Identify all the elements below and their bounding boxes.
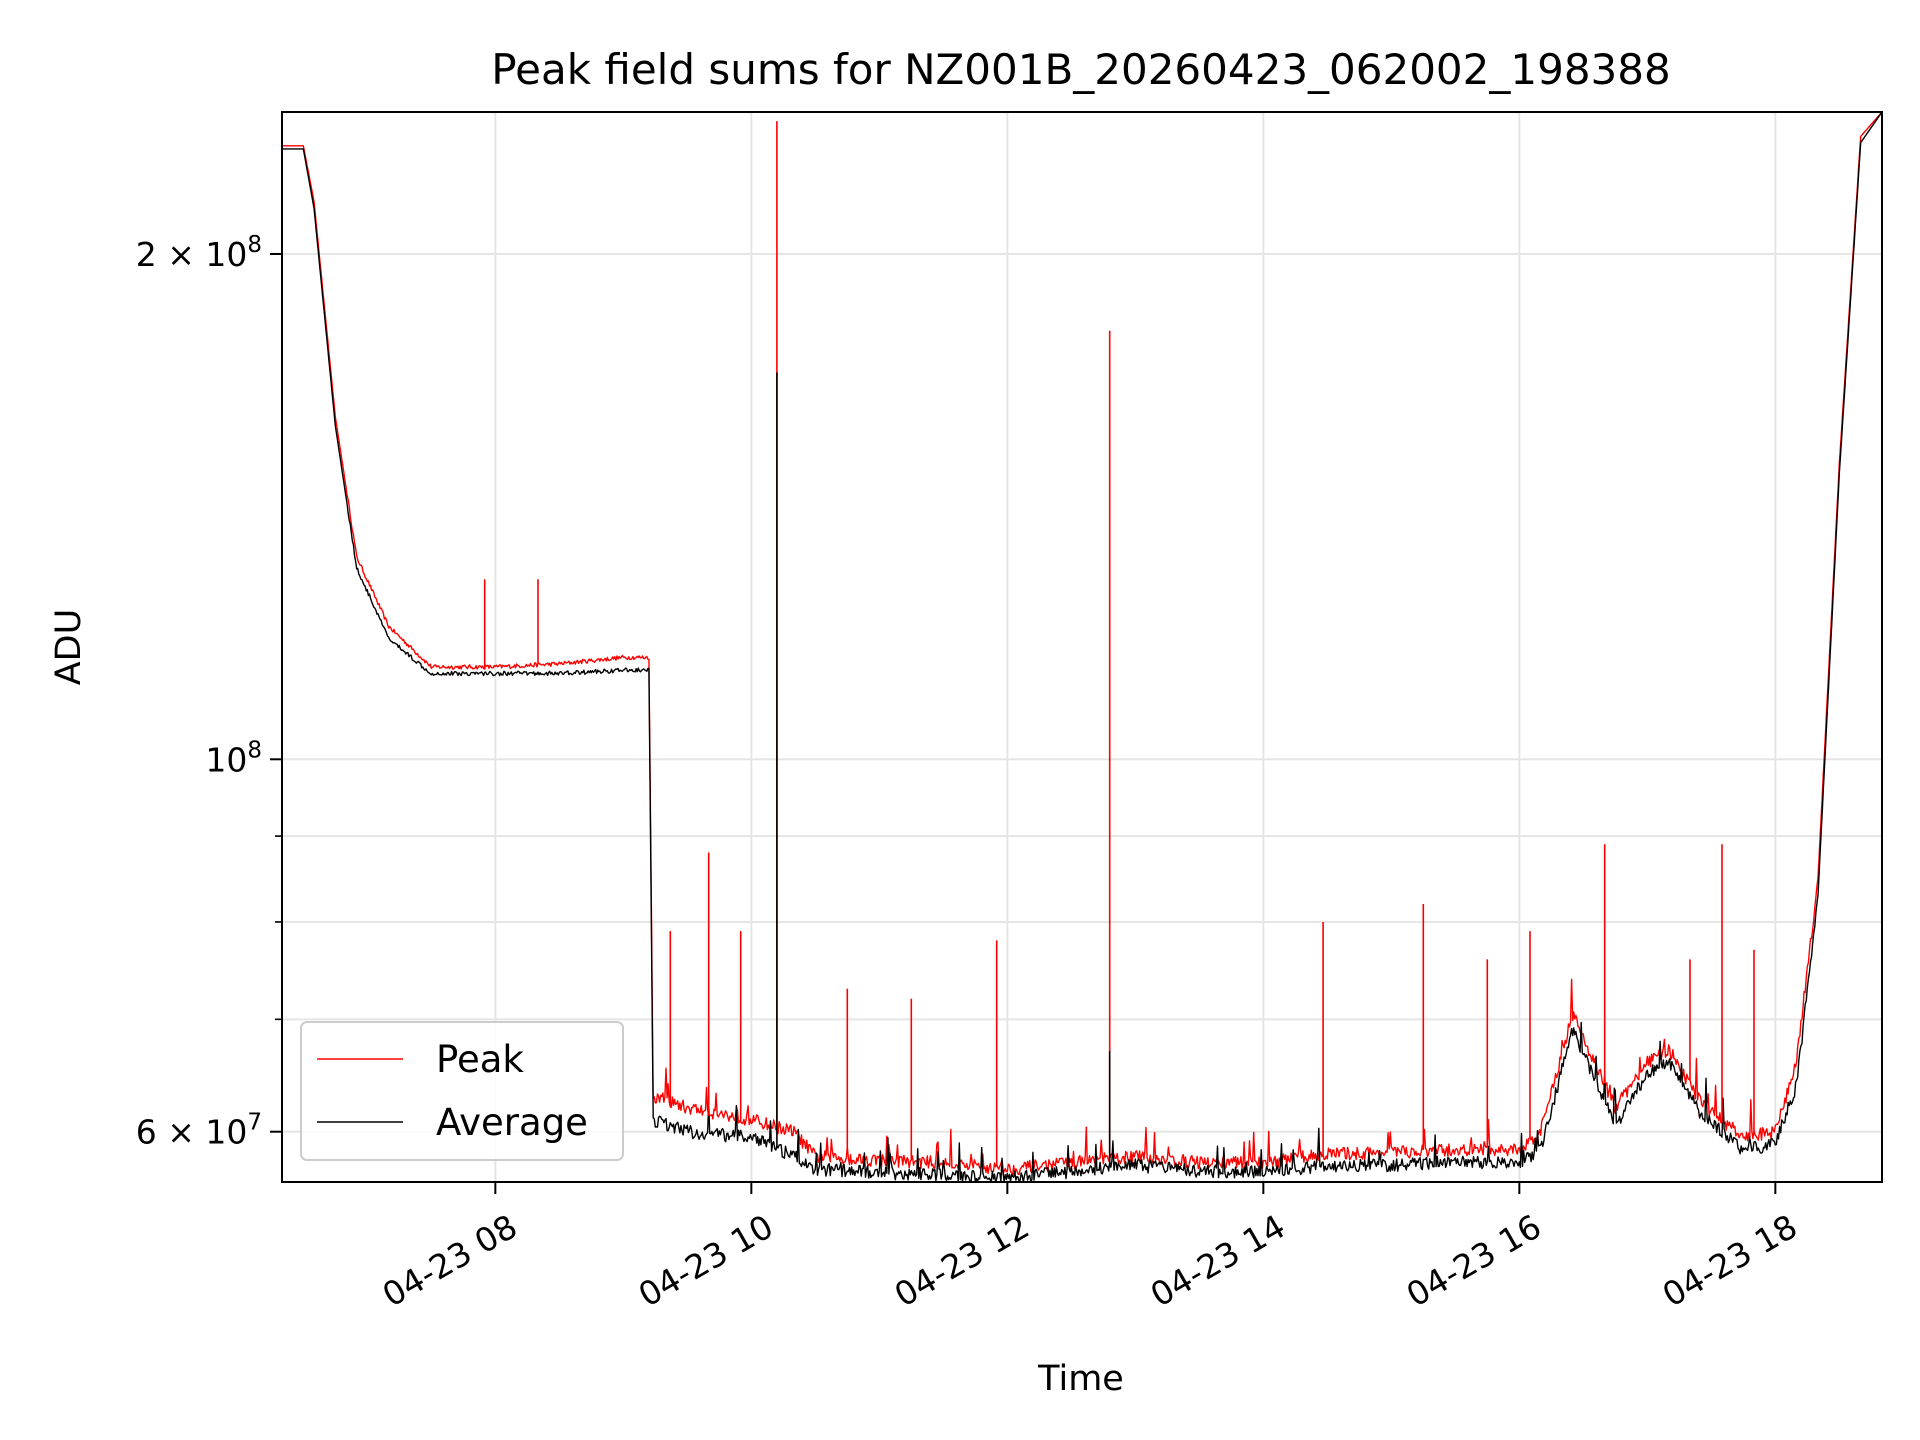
legend-label-peak: Peak	[436, 1038, 524, 1081]
grid	[282, 112, 1882, 1182]
y-axis-label: ADU	[49, 609, 89, 686]
legend: Peak Average	[300, 1021, 624, 1161]
y-tick-label: 108	[205, 737, 262, 779]
chart-title: Peak field sums for NZ001B_20260423_0620…	[491, 45, 1670, 94]
y-tick-label: 6 × 107	[136, 1110, 262, 1152]
series-line-average	[282, 111, 1883, 1183]
plot-area-frame	[281, 111, 1883, 1183]
legend-box	[300, 1021, 624, 1161]
y-axis-ticks: 2 × 108 108 6 × 107	[136, 232, 282, 1152]
series-spikes	[483, 121, 1755, 1165]
series-lines	[282, 111, 1883, 1183]
y-tick-label: 2 × 108	[136, 232, 262, 274]
series-line-peak	[282, 111, 1883, 1176]
x-axis-label: Time	[1037, 1359, 1124, 1399]
legend-label-average: Average	[436, 1101, 588, 1144]
